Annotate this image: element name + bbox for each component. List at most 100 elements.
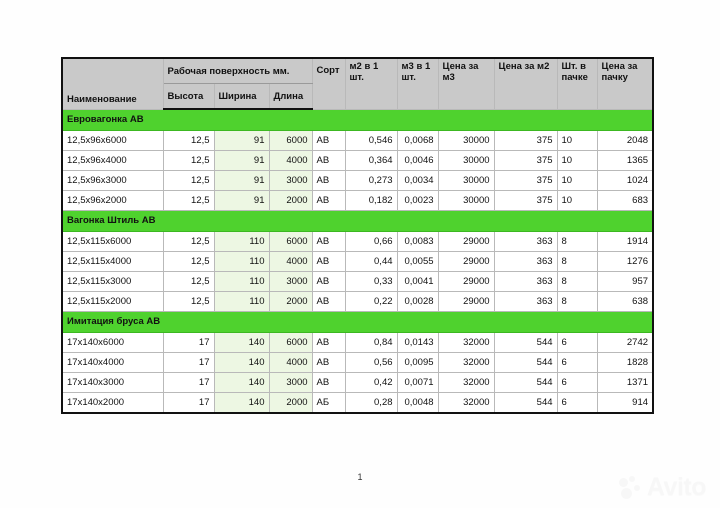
cell-height: 12,5 bbox=[162, 251, 215, 272]
cell-m3: 0,0095 bbox=[396, 352, 439, 373]
col-header-pcs-in-pack: Шт. в пачке bbox=[556, 57, 598, 110]
col-header-m2-per-pc-label: м2 в 1 шт. bbox=[349, 61, 379, 83]
cell-name: 17x140x2000 bbox=[61, 392, 164, 414]
col-header-sort-label: Сорт bbox=[316, 65, 340, 76]
cell-name: 12,5x115x4000 bbox=[61, 251, 164, 272]
cell-pack: 10 bbox=[556, 150, 598, 171]
cell-length: 2000 bbox=[268, 190, 313, 211]
cell-m3: 0,0055 bbox=[396, 251, 439, 272]
col-header-price-m2: Цена за м2 bbox=[493, 57, 558, 110]
cell-sort: АВ bbox=[311, 372, 346, 393]
cell-price-m2: 544 bbox=[493, 392, 558, 414]
cell-price-m3: 32000 bbox=[437, 372, 495, 393]
cell-price-m2: 363 bbox=[493, 271, 558, 292]
cell-name: 12,5x96x4000 bbox=[61, 150, 164, 171]
cell-sort: АВ bbox=[311, 251, 346, 272]
col-header-price-pack-label: Цена за пачку bbox=[601, 61, 638, 83]
cell-price-pack: 1828 bbox=[596, 352, 654, 373]
cell-price-m3: 29000 bbox=[437, 251, 495, 272]
cell-width: 91 bbox=[213, 150, 270, 171]
cell-m3: 0,0048 bbox=[396, 392, 439, 414]
cell-price-m2: 363 bbox=[493, 291, 558, 312]
cell-m3: 0,0143 bbox=[396, 332, 439, 353]
cell-sort: АВ bbox=[311, 291, 346, 312]
table-row: 12,5x96x2000 12,5 91 2000 АВ 0,182 0,0023 30000… bbox=[61, 190, 654, 211]
cell-width: 91 bbox=[213, 170, 270, 191]
cell-length: 2000 bbox=[268, 392, 313, 414]
cell-m3: 0,0034 bbox=[396, 170, 439, 191]
cell-sort: АВ bbox=[311, 352, 346, 373]
cell-m2: 0,33 bbox=[344, 271, 398, 292]
cell-name: 12,5x115x3000 bbox=[61, 271, 164, 292]
cell-price-pack: 1276 bbox=[596, 251, 654, 272]
col-header-m3-per-pc: м3 в 1 шт. bbox=[396, 57, 439, 110]
cell-sort: АВ bbox=[311, 130, 346, 151]
cell-pack: 6 bbox=[556, 332, 598, 353]
group-title: Имитация бруса АВ bbox=[61, 311, 654, 333]
cell-price-m2: 375 bbox=[493, 190, 558, 211]
table-row: 12,5x115x3000 12,5 110 3000 АВ 0,33 0,0041 2900… bbox=[61, 271, 654, 292]
cell-price-m3: 29000 bbox=[437, 291, 495, 312]
cell-width: 140 bbox=[213, 352, 270, 373]
cell-pack: 6 bbox=[556, 392, 598, 414]
cell-price-pack: 2742 bbox=[596, 332, 654, 353]
cell-height: 17 bbox=[162, 392, 215, 414]
cell-height: 12,5 bbox=[162, 130, 215, 151]
cell-height: 17 bbox=[162, 332, 215, 353]
col-header-working-surface-label: Рабочая поверхность мм. bbox=[167, 65, 290, 77]
cell-length: 6000 bbox=[268, 231, 313, 252]
cell-name: 12,5x96x2000 bbox=[61, 190, 164, 211]
cell-length: 6000 bbox=[268, 130, 313, 151]
table-row: 12,5x96x6000 12,5 91 6000 АВ 0,546 0,0068 30000… bbox=[61, 130, 654, 151]
cell-height: 12,5 bbox=[162, 291, 215, 312]
cell-m2: 0,44 bbox=[344, 251, 398, 272]
col-header-name-label: Наименование bbox=[67, 93, 137, 105]
pricelist-table: Наименование Рабочая поверхность мм. Сор… bbox=[61, 57, 655, 414]
cell-price-m3: 29000 bbox=[437, 271, 495, 292]
avito-watermark: Avito bbox=[618, 475, 707, 500]
cell-m2: 0,273 bbox=[344, 170, 398, 191]
col-header-sort: Сорт bbox=[311, 57, 346, 110]
header-row-top: Наименование Рабочая поверхность мм. Сор… bbox=[61, 57, 654, 110]
cell-price-m2: 544 bbox=[493, 352, 558, 373]
cell-width: 110 bbox=[213, 231, 270, 252]
cell-price-m2: 544 bbox=[493, 332, 558, 353]
cell-price-pack: 683 bbox=[596, 190, 654, 211]
col-header-pcs-in-pack-label: Шт. в пачке bbox=[561, 61, 588, 83]
table-row: 17x140x3000 17 140 3000 АВ 0,42 0,0071 32000 544… bbox=[61, 372, 654, 393]
cell-name: 12,5x96x3000 bbox=[61, 170, 164, 191]
cell-width: 140 bbox=[213, 372, 270, 393]
header-row-sub: Высота Ширина Длина bbox=[62, 83, 653, 110]
pricelist-table-container: Наименование Рабочая поверхность мм. Сор… bbox=[61, 57, 655, 414]
cell-m2: 0,42 bbox=[344, 372, 398, 393]
cell-price-pack: 1371 bbox=[596, 372, 654, 393]
col-header-width-label: Ширина bbox=[218, 90, 257, 102]
cell-sort: АВ bbox=[311, 190, 346, 211]
cell-width: 110 bbox=[213, 291, 270, 312]
cell-sort: АВ bbox=[311, 332, 346, 353]
cell-price-pack: 1914 bbox=[596, 231, 654, 252]
cell-price-m3: 30000 bbox=[437, 190, 495, 211]
cell-pack: 10 bbox=[556, 130, 598, 151]
col-header-length-label: Длина bbox=[273, 90, 304, 102]
cell-sort: АВ bbox=[311, 271, 346, 292]
group-title: Евровагонка АВ bbox=[61, 108, 654, 131]
table-body: Евровагонка АВ 12,5x96x6000 12,5 91 6000 АВ 0,… bbox=[61, 108, 654, 414]
cell-length: 4000 bbox=[268, 352, 313, 373]
cell-m2: 0,364 bbox=[344, 150, 398, 171]
cell-m2: 0,66 bbox=[344, 231, 398, 252]
cell-width: 140 bbox=[213, 332, 270, 353]
cell-height: 12,5 bbox=[162, 190, 215, 211]
table-header: Наименование Рабочая поверхность мм. Сор… bbox=[61, 57, 654, 110]
col-header-price-m3-label: Цена за м3 bbox=[442, 61, 479, 83]
cell-price-m3: 32000 bbox=[437, 392, 495, 414]
cell-height: 17 bbox=[162, 372, 215, 393]
page-number: 1 bbox=[357, 472, 363, 482]
cell-price-m3: 32000 bbox=[437, 352, 495, 373]
cell-length: 4000 bbox=[268, 251, 313, 272]
table-row: 17x140x4000 17 140 4000 АВ 0,56 0,0095 32000 544… bbox=[61, 352, 654, 373]
cell-length: 4000 bbox=[268, 150, 313, 171]
cell-height: 12,5 bbox=[162, 231, 215, 252]
group-header-row: Евровагонка АВ bbox=[61, 108, 654, 131]
avito-logo-icon bbox=[618, 475, 643, 500]
